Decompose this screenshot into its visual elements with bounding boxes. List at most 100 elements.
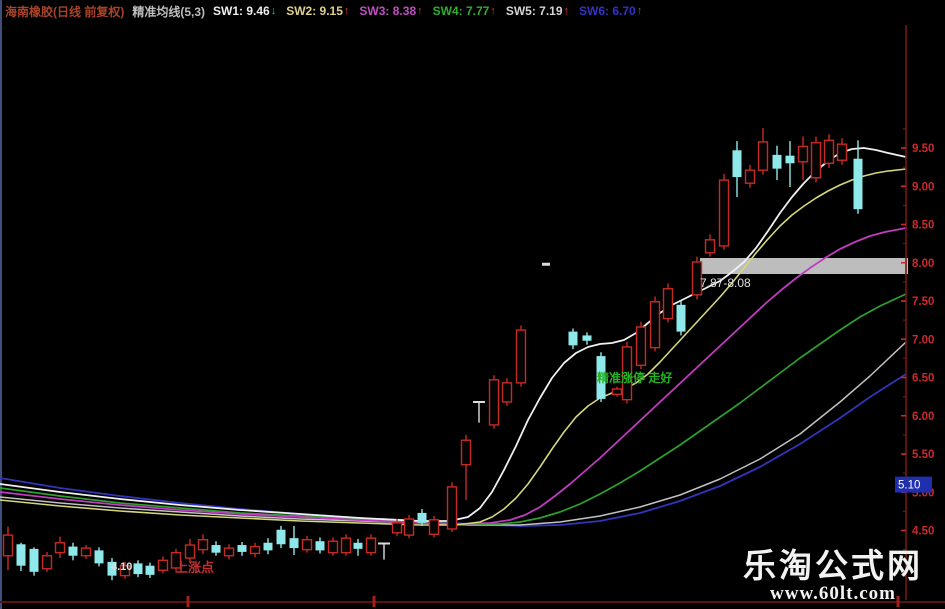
candle-down <box>237 545 247 552</box>
candle-up <box>611 388 623 396</box>
candle-up <box>327 540 339 554</box>
chart-header: 海南橡胶(日线 前复权) 精准均线(5,3) SW1: 9.46 ↓ SW2: 9.… <box>0 0 945 22</box>
ma-line-sw2 <box>0 168 907 526</box>
candle-up <box>460 439 472 466</box>
price-tag-value: 5.10 <box>898 480 920 492</box>
candle-up <box>810 141 822 179</box>
indicator-value-sw4: SW4: 7.77 ↑ <box>433 4 496 18</box>
chart-annotation-1: 精准涨停 走好 <box>597 371 673 385</box>
ma-line-sw3 <box>0 227 907 525</box>
candle-up <box>170 551 182 569</box>
current-price-tag: 5.10 <box>895 476 932 493</box>
indicator-value-text: SW5: 7.19 <box>505 4 563 18</box>
candle-down <box>785 155 795 164</box>
candle-down <box>676 304 686 332</box>
candle-up <box>119 564 131 577</box>
candle-up <box>184 544 196 559</box>
bottom-divider <box>0 596 945 607</box>
stock-title: 海南橡胶(日线 前复权) <box>5 4 125 19</box>
price-dash <box>542 262 550 266</box>
watermark: 乐淘公式网 www.60lt.com <box>743 550 923 604</box>
ma-line-sw5 <box>0 341 907 526</box>
axis-label: 6.50 <box>912 373 934 385</box>
candle-up <box>744 169 756 184</box>
candle-down <box>276 529 286 545</box>
indicator-value-text: SW3: 8.38 <box>359 4 417 18</box>
axis-label: 6.00 <box>912 411 934 423</box>
indicator-value-sw1: SW1: 9.46 ↓ <box>213 4 276 18</box>
candle-up <box>757 141 769 171</box>
candle-down <box>145 565 155 575</box>
candle-up <box>54 542 66 554</box>
candle-down <box>568 331 578 346</box>
candle-up <box>649 301 661 349</box>
candle-down <box>772 154 782 169</box>
candle-up <box>836 143 848 161</box>
price-tag-bg <box>895 476 932 493</box>
axis-label: 4.50 <box>912 526 934 538</box>
candle-up <box>403 518 415 536</box>
candle-down <box>133 563 143 575</box>
ma-lines-layer <box>0 147 907 527</box>
indicator-name[interactable]: 精准均线(5,3) <box>132 4 206 19</box>
candle-up <box>635 326 647 366</box>
price-axis[interactable]: 9.509.008.508.007.507.006.506.005.505.00… <box>901 25 934 600</box>
candle-up <box>391 522 403 534</box>
indicator-value-sw6: SW6: 6.70 ↑ <box>579 4 642 18</box>
candle-up <box>691 261 703 296</box>
candle-up <box>718 179 730 247</box>
candle-down <box>596 356 606 399</box>
axis-label: 7.50 <box>912 296 934 308</box>
candle-up <box>157 559 169 571</box>
watermark-title: 乐淘公式网 <box>743 548 923 585</box>
ma-line-sw4 <box>0 293 907 525</box>
indicator-value-sw2: SW2: 9.15 ↑ <box>286 4 349 18</box>
axis-label: 8.50 <box>912 220 934 232</box>
candle-up <box>2 534 14 557</box>
axis-label: 8.00 <box>912 258 934 270</box>
indicator-value-text: SW4: 7.77 <box>432 4 490 18</box>
arrow-down-icon: ↓ <box>270 5 277 17</box>
candle-up <box>428 519 440 536</box>
candle-up <box>797 145 809 163</box>
arrow-up-icon: ↑ <box>563 5 570 17</box>
candle-up <box>446 486 458 530</box>
indicator-value-text: SW1: 9.46 <box>213 4 270 18</box>
candle-up <box>488 379 500 426</box>
candle-down <box>94 550 104 564</box>
candle-up <box>501 382 513 403</box>
axis-label: 9.00 <box>912 181 934 193</box>
candle-down <box>29 548 39 572</box>
window-left-border <box>0 0 2 609</box>
candle-up <box>41 555 53 570</box>
candle-up <box>662 288 674 320</box>
candle-up <box>340 537 352 554</box>
ma-line-sw6 <box>0 373 907 527</box>
axis-label: 9.50 <box>912 143 934 155</box>
indicator-value-sw5: SW5: 7.19 ↑ <box>506 4 569 18</box>
arrow-up-icon: ↑ <box>343 5 350 17</box>
candle-down <box>68 546 78 556</box>
candle-up <box>515 329 527 384</box>
candle-down <box>853 158 863 210</box>
candle-down <box>417 512 427 523</box>
arrow-up-icon: ↑ <box>636 5 643 17</box>
indicator-value-sw3: SW3: 8.38 ↑ <box>359 4 422 18</box>
indicator-values: SW1: 9.46 ↓ SW2: 9.15 ↑ SW3: 8.38 ↑ SW4: 7.77 ↑… <box>213 4 642 18</box>
candle-up <box>301 538 313 551</box>
axis-label: 7.00 <box>912 334 934 346</box>
candle-up <box>823 139 835 165</box>
candle-down <box>263 542 273 551</box>
indicator-value-text: SW6: 6.70 <box>579 4 636 18</box>
arrow-up-icon: ↑ <box>490 5 496 17</box>
candle-up <box>80 547 92 557</box>
chart-annotation-2: 4.10 <box>111 561 133 573</box>
candle-up <box>704 239 716 254</box>
candle-up <box>249 545 261 555</box>
chart-annotation-0: 7.87-8.08 <box>700 276 751 290</box>
indicator-value-text: SW2: 9.15 <box>286 4 343 18</box>
candle-down <box>732 150 742 178</box>
chart-annotation-3: 上涨点 <box>175 560 215 575</box>
